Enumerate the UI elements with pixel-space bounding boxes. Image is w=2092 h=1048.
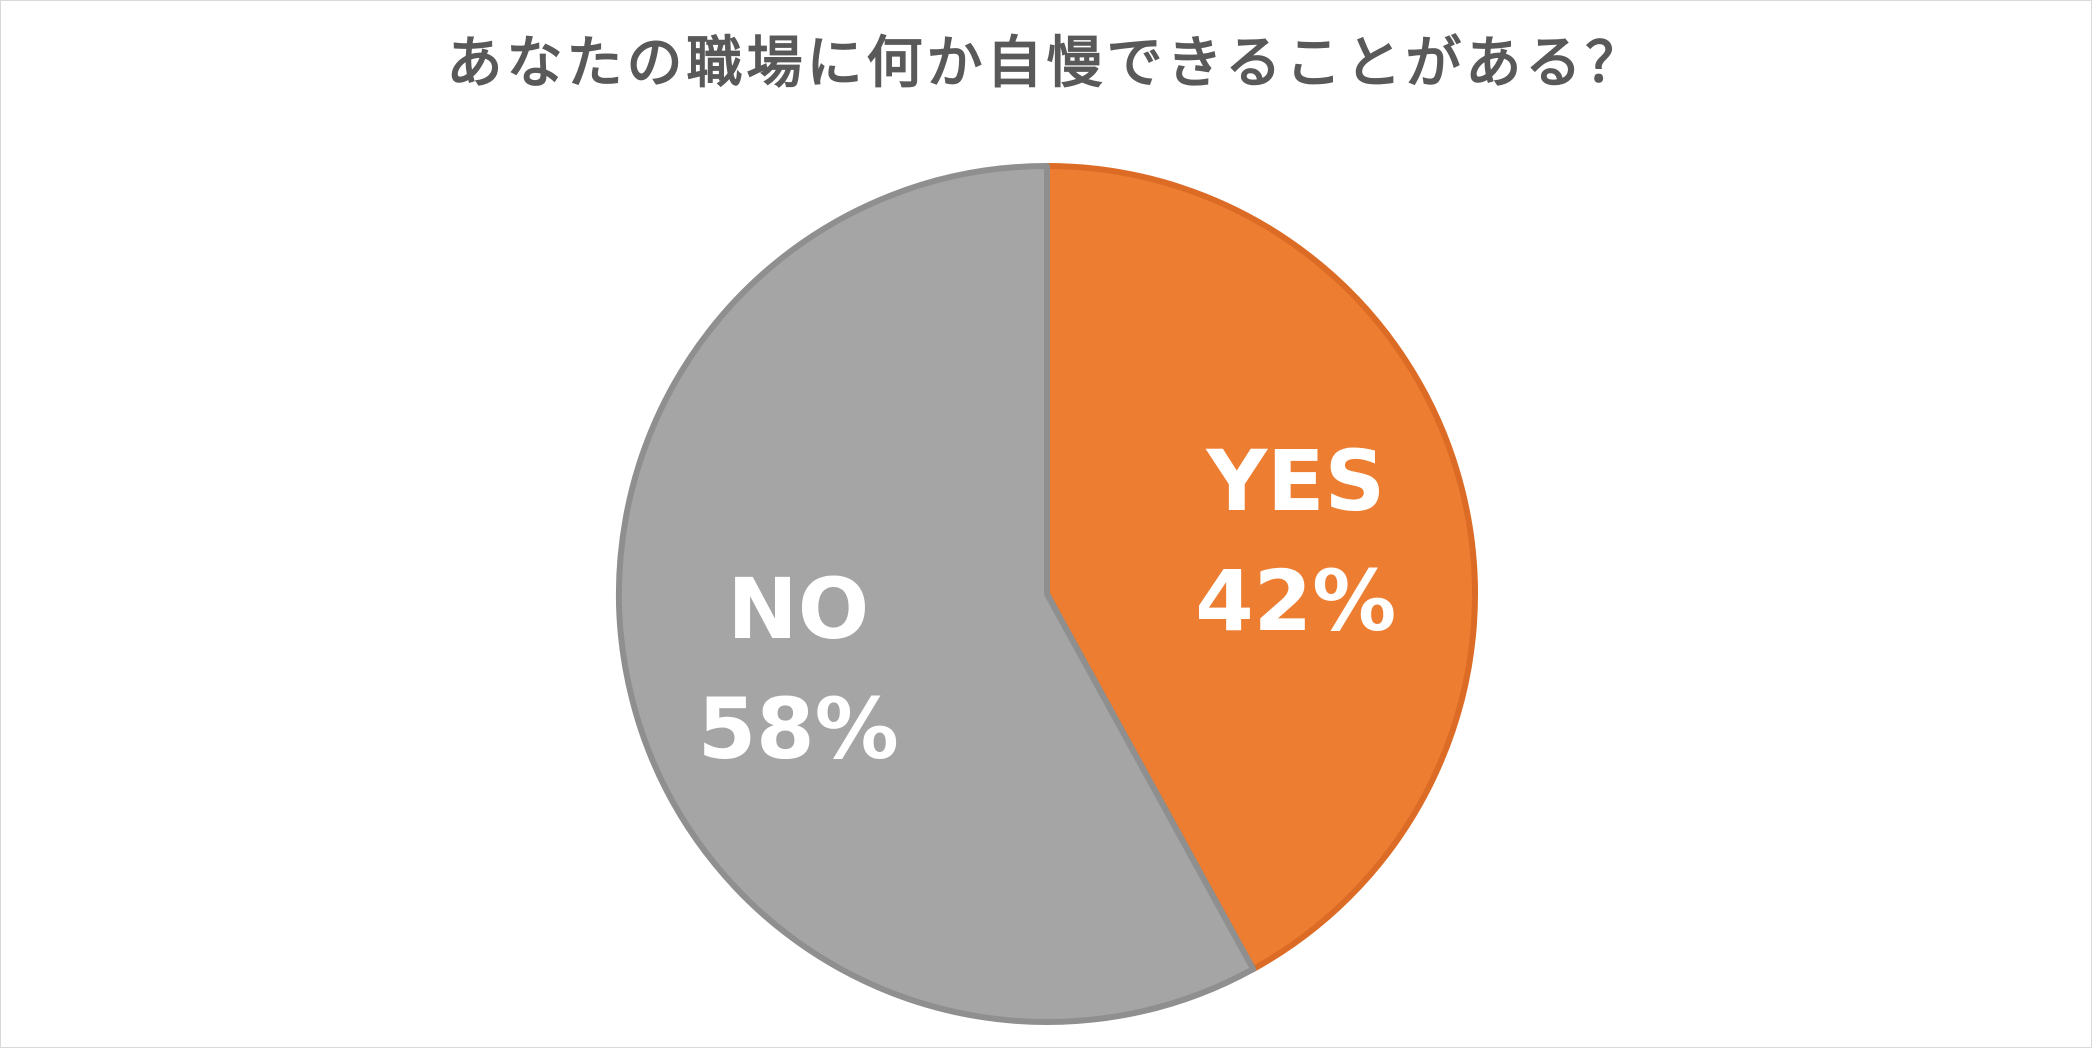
- chart-title: あなたの職場に何か自慢できることがある？: [446, 31, 1646, 96]
- pie-slices: [616, 163, 1478, 1025]
- pie-labels: YES 42% NO 58%: [698, 432, 1397, 778]
- slice-percent-label-yes: 42%: [1195, 552, 1396, 650]
- slice-category-label-yes: YES: [1205, 432, 1385, 530]
- slice-percent-label-no: 58%: [698, 680, 899, 778]
- pie-slice-yes: [1044, 163, 1478, 973]
- pie-slice-no: [616, 163, 1257, 1025]
- slice-category-label-no: NO: [727, 560, 869, 658]
